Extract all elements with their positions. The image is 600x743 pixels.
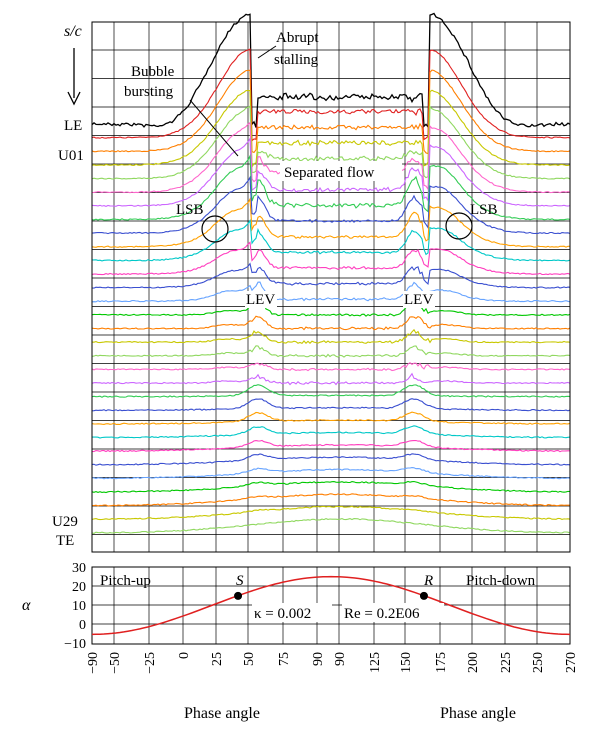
x-tick-label: 200 xyxy=(466,652,481,673)
x-tick-label: 90 xyxy=(333,652,348,666)
annotation-lsb-right: LSB xyxy=(470,202,498,218)
pressure-trace xyxy=(91,315,571,331)
kappa-bg xyxy=(252,603,332,622)
pressure-trace xyxy=(91,69,571,155)
pressure-trace xyxy=(91,480,571,494)
pressure-trace xyxy=(91,89,571,169)
alpha-tick-label: 10 xyxy=(72,599,86,614)
upper-frame xyxy=(91,21,571,553)
x-tick-label: 75 xyxy=(277,652,292,666)
x-tick-label: 175 xyxy=(434,652,449,673)
lower-panel: 30 20 10 0 −10 α Pitch-up Pitch-down S R… xyxy=(22,561,579,722)
sensor-label-te: TE xyxy=(56,533,74,549)
x-tick-label: 225 xyxy=(499,652,514,673)
point-s-marker xyxy=(234,591,243,600)
upper-panel: s/c LE U01 U29 TE Abrupt stalling Bubble… xyxy=(52,12,571,553)
alpha-axis-label: α xyxy=(22,597,31,614)
pressure-trace xyxy=(91,439,570,453)
x-tick-labels: −90 −50 −25 0 25 50 75 90 90 125 150 175 200 225 250 27… xyxy=(86,652,579,674)
sensor-label-u01: U01 xyxy=(58,148,84,164)
pressure-trace xyxy=(91,105,571,180)
annotation-lsb-left: LSB xyxy=(176,202,204,218)
pressure-trace xyxy=(91,398,571,412)
pressure-trace xyxy=(91,362,571,372)
sc-axis-label: s/c xyxy=(64,23,82,40)
x-axis-label-right: Phase angle xyxy=(440,705,516,722)
annotation-lev-right-bg xyxy=(403,291,435,308)
x-tick-label: −50 xyxy=(108,652,123,674)
point-label-r: R xyxy=(423,573,433,589)
lsb-left-circle xyxy=(201,215,229,243)
pressure-trace xyxy=(91,241,571,276)
sc-down-arrow xyxy=(67,48,81,106)
alpha-y-ticks: 30 20 10 0 −10 xyxy=(64,561,86,652)
alpha-tick-label: −10 xyxy=(64,637,86,652)
pressure-trace xyxy=(91,345,571,358)
pressure-trace xyxy=(91,493,570,507)
annotation-stalling: stalling xyxy=(274,52,319,68)
re-label: Re = 0.2E06 xyxy=(344,606,420,622)
pitch-up-label: Pitch-up xyxy=(100,573,151,589)
annotation-bubble: Bubble xyxy=(131,64,175,80)
x-tick-label: −90 xyxy=(86,652,101,674)
alpha-tick-label: 30 xyxy=(72,561,86,576)
x-tick-label: −25 xyxy=(143,652,158,674)
x-tick-label: 25 xyxy=(210,652,225,666)
x-tick-label: 50 xyxy=(242,652,257,666)
sensor-label-le: LE xyxy=(64,118,82,134)
annotation-lev-left-bg xyxy=(245,291,277,308)
x-axis-label-left: Phase angle xyxy=(184,705,260,722)
alpha-tick-label: 0 xyxy=(79,618,86,633)
x-tick-label: 90 xyxy=(311,652,326,666)
pressure-trace xyxy=(91,298,571,317)
annotation-bursting: bursting xyxy=(124,84,174,100)
pressure-trace xyxy=(91,197,570,248)
pitch-down-label: Pitch-down xyxy=(466,573,536,589)
annotation-separated-flow: Separated flow xyxy=(284,165,375,181)
point-r-marker xyxy=(419,591,428,600)
pressure-trace xyxy=(91,48,571,142)
kappa-label: κ = 0.002 xyxy=(254,606,311,622)
pressure-trace xyxy=(91,175,571,235)
pressure-trace xyxy=(91,136,571,207)
annotation-stalling-pointer xyxy=(257,45,277,59)
pressure-trace xyxy=(91,12,571,129)
x-tick-label: 125 xyxy=(368,652,383,673)
pressure-trace xyxy=(91,453,571,466)
pressure-trace xyxy=(91,517,571,534)
pressure-traces xyxy=(91,12,571,534)
x-tick-label: 150 xyxy=(399,652,414,673)
alpha-tick-label: 20 xyxy=(72,580,86,595)
pressure-trace xyxy=(91,372,571,386)
annotation-abrupt: Abrupt xyxy=(276,30,319,46)
sensor-label-u29: U29 xyxy=(52,514,78,530)
lower-frame xyxy=(91,566,571,645)
pressure-trace xyxy=(91,154,571,221)
upper-grid xyxy=(91,22,571,552)
annotation-separated-bg xyxy=(280,161,402,181)
pressure-trace xyxy=(91,218,571,262)
annotation-lev-left: LEV xyxy=(246,292,275,308)
pressure-trace xyxy=(91,328,571,344)
re-bg xyxy=(342,603,444,622)
pressure-trace xyxy=(91,262,571,289)
annotation-bursting-pointer xyxy=(189,99,239,157)
pressure-trace xyxy=(91,411,571,425)
x-tick-label: 270 xyxy=(564,652,579,673)
x-tick-label: 0 xyxy=(177,652,192,659)
lsb-right-circle xyxy=(445,212,473,240)
pressure-trace xyxy=(91,384,571,398)
pressure-trace xyxy=(91,505,571,521)
alpha-sine-curve xyxy=(91,575,571,636)
pressure-trace xyxy=(91,281,571,303)
pressure-trace xyxy=(92,425,571,439)
x-tick-label: 250 xyxy=(531,652,546,673)
point-label-s: S xyxy=(236,573,244,589)
annotation-lev-right: LEV xyxy=(404,292,433,308)
pressure-trace xyxy=(92,467,571,480)
